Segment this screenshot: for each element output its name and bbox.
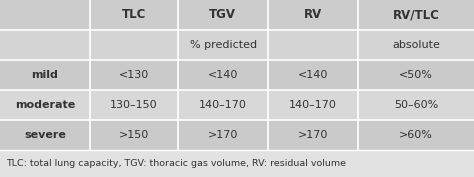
Text: >60%: >60% [399,130,433,140]
Bar [0,0,474,30]
Text: >150: >150 [119,130,149,140]
Text: <140: <140 [298,70,328,80]
Text: TLC: TLC [122,8,146,21]
Text: 130–150: 130–150 [110,100,158,110]
Text: RV/TLC: RV/TLC [392,8,439,21]
Text: % predicted: % predicted [191,40,257,50]
Bar [0,150,474,177]
Text: moderate: moderate [15,100,75,110]
Text: <50%: <50% [399,70,433,80]
Text: TGV: TGV [210,8,236,21]
Text: 50–60%: 50–60% [394,100,438,110]
Text: <130: <130 [119,70,149,80]
Text: TLC: total lung capacity, TGV: thoracic gas volume, RV: residual volume: TLC: total lung capacity, TGV: thoracic … [6,159,346,168]
Text: severe: severe [24,130,66,140]
Text: >170: >170 [208,130,238,140]
Text: RV: RV [304,8,322,21]
Bar [0,30,474,60]
Text: 140–170: 140–170 [289,100,337,110]
Text: mild: mild [32,70,58,80]
Bar [0,60,474,90]
Bar [0,120,474,150]
Text: absolute: absolute [392,40,440,50]
Text: <140: <140 [208,70,238,80]
Text: >170: >170 [298,130,328,140]
Bar [0,90,474,120]
Text: 140–170: 140–170 [199,100,247,110]
